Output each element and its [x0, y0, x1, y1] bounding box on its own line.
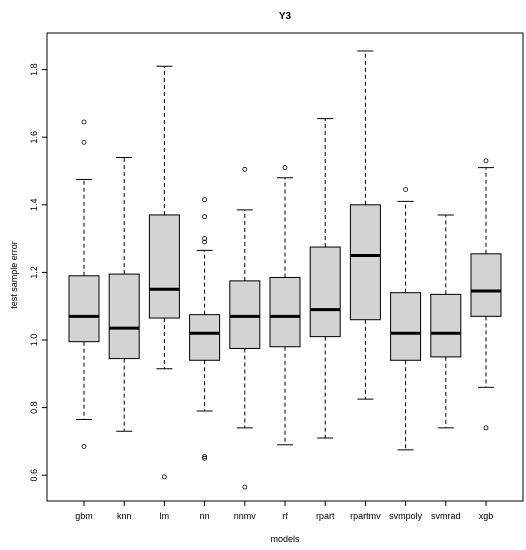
iqr-box: [189, 314, 221, 361]
box-nnmv: [229, 166, 261, 490]
box-svmpoly: [390, 187, 422, 451]
x-tick-label: rf: [282, 511, 288, 521]
box-xgb: [470, 158, 502, 431]
iqr-box: [108, 273, 140, 360]
x-tick-label: nnmv: [234, 511, 257, 521]
x-tick-label: rpart: [316, 511, 335, 521]
outlier-point: [202, 454, 208, 460]
outlier-point: [81, 444, 87, 449]
box-rpartmv: [349, 50, 381, 400]
y-tick-label: 1.4: [29, 199, 39, 212]
y-axis: 0.6 0.8 1.0 1.2 1.4 1.6 1.8: [29, 63, 47, 481]
boxes-group: [68, 50, 502, 490]
y-tick-label: 0.6: [29, 469, 39, 482]
box-knn: [108, 156, 140, 432]
iqr-box: [269, 276, 301, 348]
x-axis: gbm knn lm nn nnmv rf rpart rpartmv svmpoly svmra…: [75, 501, 493, 521]
x-tick-label: svmpoly: [389, 511, 423, 521]
box-lm: [148, 65, 180, 480]
outlier-point: [202, 455, 208, 461]
x-tick-label: xgb: [479, 511, 494, 521]
iqr-box: [390, 292, 422, 361]
y-tick-label: 1.8: [29, 63, 39, 76]
x-tick-label: knn: [117, 511, 132, 521]
iqr-box: [470, 253, 502, 317]
outlier-point: [483, 158, 489, 164]
box-rpart: [309, 118, 341, 439]
outlier-point: [483, 425, 489, 431]
x-tick-label: lm: [160, 511, 170, 521]
outlier-point: [403, 187, 409, 192]
iqr-box: [68, 275, 100, 343]
outlier-point: [202, 239, 208, 245]
box-nn: [189, 197, 221, 461]
box-rf: [269, 165, 301, 446]
y-tick-label: 1.2: [29, 266, 39, 279]
x-tick-label: rpartmv: [350, 511, 381, 521]
y-tick-label: 1.0: [29, 334, 39, 347]
outlier-point: [202, 214, 208, 220]
outlier-point: [161, 474, 167, 480]
box-gbm: [68, 119, 100, 449]
y-tick-label: 1.6: [29, 131, 39, 144]
x-tick-label: svmrad: [431, 511, 461, 521]
outlier-point: [81, 139, 87, 145]
chart-title: Y3: [279, 11, 292, 22]
outlier-point: [202, 197, 208, 203]
iqr-box: [349, 204, 381, 321]
box-svmrad: [430, 214, 462, 429]
outlier-point: [282, 165, 288, 171]
y-tick-label: 0.8: [29, 401, 39, 414]
iqr-box: [430, 293, 462, 358]
iqr-box: [148, 214, 180, 319]
outlier-point: [81, 119, 87, 125]
y-axis-title: test sample error: [9, 241, 19, 309]
x-tick-label: gbm: [75, 511, 93, 521]
x-axis-title: models: [270, 534, 300, 544]
x-tick-label: nn: [200, 511, 210, 521]
outlier-point: [242, 166, 248, 172]
iqr-box: [229, 280, 261, 349]
iqr-box: [309, 246, 341, 338]
outlier-point: [202, 236, 208, 242]
outlier-point: [242, 484, 248, 490]
